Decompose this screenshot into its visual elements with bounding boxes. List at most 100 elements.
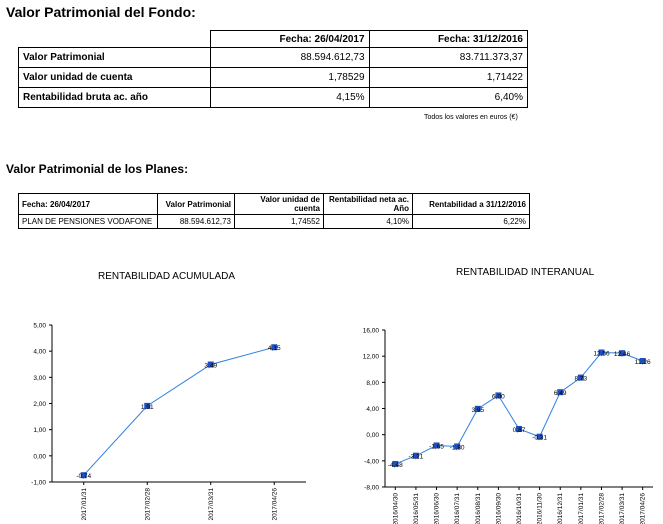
data-label: 3,95: [471, 407, 484, 414]
data-label: 11,26: [635, 359, 651, 366]
plans-table: Fecha: 26/04/2017 Valor Patrimonial Valo…: [18, 193, 530, 229]
data-label: 4,15: [268, 345, 281, 352]
x-tick-label: 2016/09/30: [495, 493, 502, 524]
data-label: 8,73: [575, 376, 588, 383]
data-point: [392, 460, 399, 467]
data-point: [619, 350, 626, 357]
x-tick-label: 2017/02/28: [598, 493, 605, 524]
data-point: [454, 443, 461, 450]
y-tick-label: -1,00: [31, 480, 46, 487]
y-tick-label: 8,00: [366, 380, 379, 387]
x-tick-label: 2017/03/31: [208, 488, 215, 521]
plans-header-cell: Valor Patrimonial: [157, 193, 235, 215]
data-point: [495, 392, 502, 399]
x-tick-label: 2016/10/31: [516, 493, 523, 524]
y-tick-label: 1,00: [33, 427, 46, 434]
chart-rentabilidad-interanual: 16,00 12,00 8,00 4,00 0,00 -4,00 -8,00 2016/04/…: [363, 328, 653, 524]
data-point: [516, 425, 522, 432]
plans-header-cell: Fecha: 26/04/2017: [18, 193, 158, 215]
currency-note: Todos los valores en euros (€): [424, 114, 518, 121]
y-tick-label: 0,00: [366, 432, 379, 439]
fund-header-col1: Fecha: 26/04/2017: [210, 30, 370, 48]
x-tick-label: 2017/01/31: [578, 493, 585, 524]
plans-header-cell: Valor unidad de cuenta: [234, 193, 324, 215]
data-label: 6,49: [554, 390, 567, 397]
fund-row-value: 6,40%: [368, 87, 529, 108]
plans-header-cell: Rentabilidad a 31/12/2016: [412, 193, 530, 215]
chart1-title: RENTABILIDAD ACUMULADA: [98, 271, 236, 282]
data-point: [598, 349, 605, 356]
fund-table: Fecha: 26/04/2017 Fecha: 31/12/2016 Valo…: [17, 30, 529, 108]
data-point: [536, 433, 543, 440]
data-point: [80, 472, 87, 479]
fund-row: Valor Patrimonial 88.594.612,73 83.711.3…: [17, 47, 529, 68]
data-label: -1,65: [429, 443, 444, 450]
data-point: [577, 374, 584, 381]
fund-row-label: Valor unidad de cuenta: [17, 67, 212, 88]
plans-row: PLAN DE PENSIONES VODAFONE 88.594.612,73…: [18, 214, 530, 229]
plans-cell: PLAN DE PENSIONES VODAFONE: [18, 214, 158, 229]
data-point: [639, 358, 646, 365]
plans-cell: 88.594.612,73: [157, 214, 235, 229]
data-point: [557, 389, 564, 396]
fund-row-label: Valor Patrimonial: [17, 47, 212, 68]
x-tick-label: 2017/04/26: [640, 493, 647, 524]
fund-header-col2: Fecha: 31/12/2016: [368, 30, 529, 48]
x-tick-label: 2016/07/31: [454, 493, 461, 524]
chart-rentabilidad-acumulada: 5,00 4,00 3,00 2,00 1,00 0,00 -1,00 2017/01/31 2…: [31, 323, 306, 521]
x-tick-label: 2016/06/30: [434, 493, 441, 524]
data-point: [433, 442, 440, 449]
y-tick-label: 4,00: [33, 349, 46, 356]
y-tick-label: 3,00: [33, 375, 46, 382]
data-label: 12,56: [593, 351, 610, 358]
data-label: 12,46: [614, 351, 631, 358]
data-label: -0,31: [532, 435, 547, 442]
x-tick-label: 2017/01/31: [81, 488, 88, 521]
plans-header-row: Fecha: 26/04/2017 Valor Patrimonial Valo…: [18, 193, 530, 215]
x-tick-label: 2016/04/30: [392, 493, 399, 524]
y-tick-label: 0,00: [33, 453, 46, 460]
x-tick-label: 2017/04/26: [271, 488, 278, 521]
data-point: [144, 402, 151, 409]
plans-cell: 4,10%: [323, 214, 413, 229]
data-label: 6,00: [492, 393, 505, 400]
fund-row-value: 83.711.373,37: [368, 47, 529, 68]
y-tick-label: 2,00: [33, 401, 46, 408]
data-label: -0,74: [76, 473, 91, 480]
y-tick-label: 4,00: [366, 406, 379, 413]
y-tick-label: -8,00: [364, 485, 379, 492]
fund-row-label: Rentabilidad bruta ac. año: [17, 87, 212, 108]
data-label: -3,21: [409, 454, 424, 461]
plans-title: Valor Patrimonial de los Planes:: [6, 162, 189, 176]
fund-row: Valor unidad de cuenta 1,78529 1,71422: [17, 67, 529, 88]
fund-header-empty: [18, 30, 212, 48]
data-label: 3,49: [204, 363, 217, 370]
plans-header-cell: Rentabilidad neta ac. Año: [323, 193, 413, 215]
data-point: [271, 344, 278, 351]
x-tick-label: 2017/02/28: [144, 488, 151, 521]
y-tick-label: -4,00: [364, 458, 379, 465]
x-tick-label: 2016/11/30: [537, 493, 544, 524]
data-label: 0,87: [513, 427, 526, 434]
fund-row-value: 88.594.612,73: [210, 47, 370, 68]
x-tick-label: 2016/05/31: [413, 493, 420, 524]
plans-cell: 1,74552: [234, 214, 324, 229]
chart2-title: RENTABILIDAD INTERANUAL: [456, 267, 595, 278]
fund-row: Rentabilidad bruta ac. año 4,15% 6,40%: [17, 87, 529, 108]
data-point: [474, 405, 481, 412]
plans-cell: 6,22%: [412, 214, 530, 229]
data-label: -4,48: [388, 462, 403, 469]
y-tick-label: 12,00: [363, 354, 380, 361]
fund-row-value: 1,71422: [368, 67, 529, 88]
y-tick-label: 16,00: [363, 328, 380, 335]
x-tick-label: 2017/03/31: [619, 493, 626, 524]
fund-row-value: 4,15%: [210, 87, 370, 108]
data-label: -1,80: [450, 444, 465, 451]
fund-title: Valor Patrimonial del Fondo:: [6, 4, 196, 20]
fund-row-value: 1,78529: [210, 67, 370, 88]
y-tick-label: 5,00: [33, 323, 46, 330]
series-line: [83, 346, 275, 476]
x-tick-label: 2016/12/31: [557, 493, 564, 524]
fund-header-row: Fecha: 26/04/2017 Fecha: 31/12/2016: [18, 30, 529, 48]
x-tick-label: 2016/08/31: [475, 493, 482, 524]
